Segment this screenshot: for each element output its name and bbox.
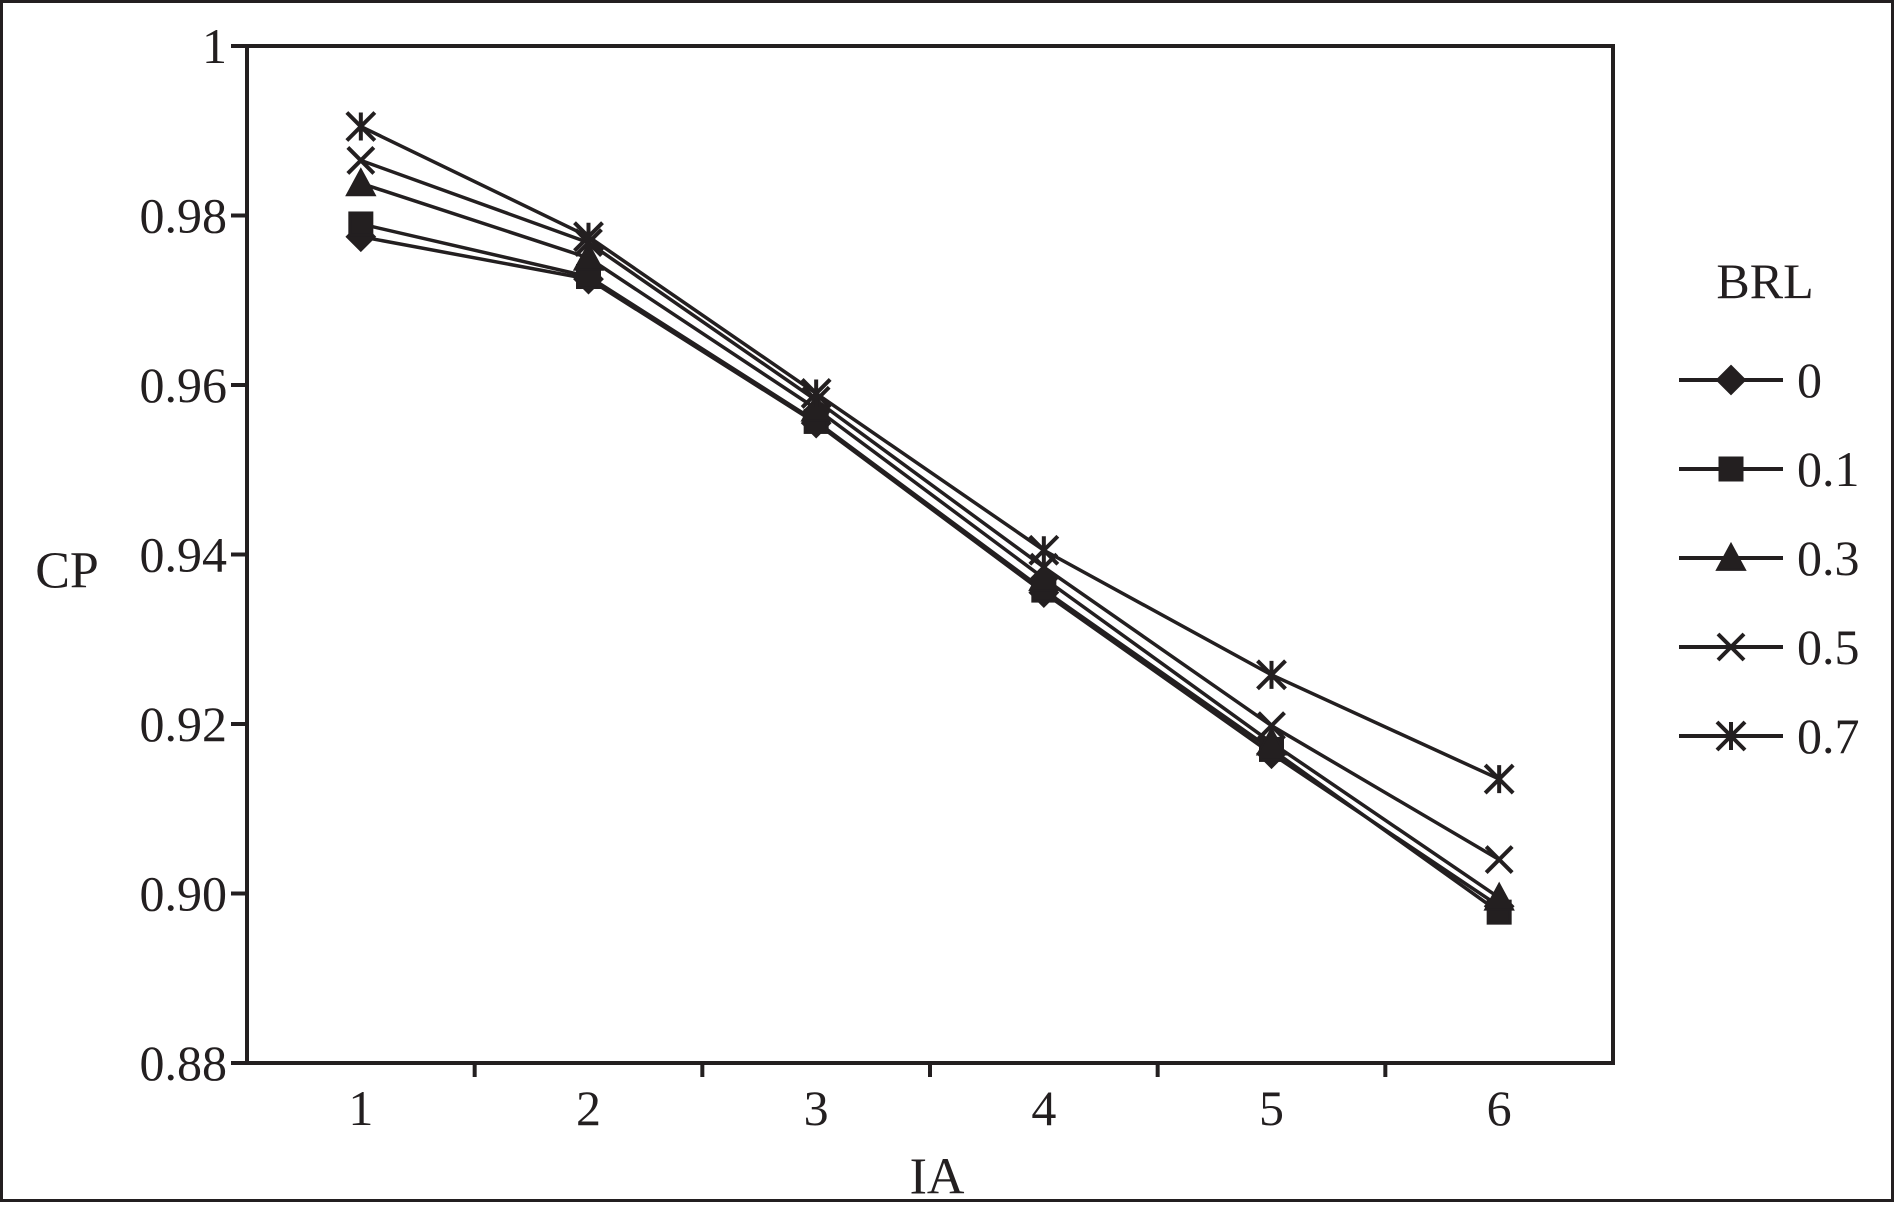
x-tick-label: 3: [804, 1080, 829, 1136]
plot-area-frame: [247, 46, 1613, 1063]
x-axis: 1 2 3 4 5 6: [348, 1063, 1511, 1136]
legend-item-0.1: 0.1: [1679, 441, 1860, 497]
line-chart: 0.88 0.90 0.92 0.94 0.96 0.98 1 1 2 3 4 5 6 CP IA B…: [3, 3, 1894, 1205]
triangle-shape: [1485, 884, 1513, 910]
legend-label: 0.5: [1797, 619, 1860, 675]
legend-marker: [1720, 458, 1742, 480]
data-point-0.7: [575, 223, 603, 251]
y-axis: 0.88 0.90 0.92 0.94 0.96 0.98 1: [140, 18, 248, 1091]
x-tick-label: 5: [1259, 1080, 1284, 1136]
asterisk-shape: [1485, 765, 1513, 793]
data-point-0.7: [1258, 661, 1286, 689]
legend-label: 0.7: [1797, 708, 1860, 764]
legend-title: BRL: [1716, 253, 1813, 309]
triangle-shape: [347, 169, 375, 195]
x-shape: [1486, 847, 1512, 873]
asterisk-shape: [575, 223, 603, 251]
legend-label: 0.3: [1797, 530, 1860, 586]
x-axis-label: IA: [910, 1149, 965, 1205]
legend-item-0.3: 0.3: [1679, 530, 1860, 586]
square-shape: [350, 213, 372, 235]
y-tick-label: 0.90: [140, 866, 228, 922]
legend: BRL 0 0.1 0.3 0.5 0.7: [1679, 253, 1860, 764]
legend-item-0: 0: [1679, 352, 1822, 408]
series-line-0.7: [361, 127, 1499, 780]
series-line-0: [361, 237, 1499, 907]
legend-label: 0.1: [1797, 441, 1860, 497]
data-point-0.3: [1485, 884, 1513, 910]
data-point-0.7: [347, 113, 375, 141]
y-axis-label: CP: [35, 543, 99, 600]
asterisk-shape: [1030, 536, 1058, 564]
asterisk-shape: [1258, 661, 1286, 689]
data-point-0.5: [1486, 847, 1512, 873]
y-tick-label: 0.88: [140, 1035, 228, 1091]
x-tick-label: 6: [1487, 1080, 1512, 1136]
legend-label: 0: [1797, 352, 1822, 408]
x-tick-label: 4: [1031, 1080, 1056, 1136]
data-point-0.3: [347, 169, 375, 195]
series-markers: [347, 113, 1513, 924]
y-tick-label: 0.98: [140, 188, 228, 244]
data-point-0.1: [350, 213, 372, 235]
legend-item-0.7: 0.7: [1679, 708, 1860, 764]
legend-marker: [1717, 366, 1745, 394]
x-tick-label: 1: [348, 1080, 373, 1136]
diamond-shape: [1717, 366, 1745, 394]
data-point-0.7: [1030, 536, 1058, 564]
y-tick-label: 0.96: [140, 357, 228, 413]
data-point-0.7: [1485, 765, 1513, 793]
y-tick-label: 0.94: [140, 527, 228, 583]
asterisk-shape: [347, 113, 375, 141]
series-lines: [361, 127, 1499, 913]
legend-item-0.5: 0.5: [1679, 619, 1860, 675]
series-line-0.1: [361, 224, 1499, 912]
square-shape: [1720, 458, 1742, 480]
y-tick-label: 1: [202, 18, 227, 74]
y-tick-label: 0.92: [140, 696, 228, 752]
x-tick-label: 2: [576, 1080, 601, 1136]
